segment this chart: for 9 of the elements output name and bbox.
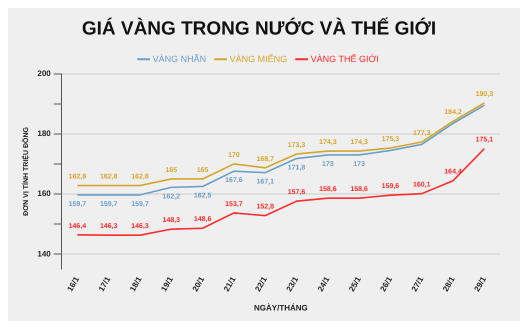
legend-label: VÀNG THẾ GIỚI [310, 52, 379, 64]
legend-label: VÀNG NHẪN [152, 52, 206, 64]
y-tick-label: 180 [37, 129, 52, 138]
legend-label: VÀNG MIẾNG [230, 52, 288, 64]
y-tick-label: 160 [37, 189, 52, 198]
y-tick-label: 140 [37, 249, 52, 258]
y-tick-label: 200 [37, 69, 52, 78]
x-axis-title: NGÀY/THÁNG [254, 302, 308, 312]
chart-title: GIÁ VÀNG TRONG NƯỚC VÀ THẾ GIỚI [82, 16, 436, 40]
